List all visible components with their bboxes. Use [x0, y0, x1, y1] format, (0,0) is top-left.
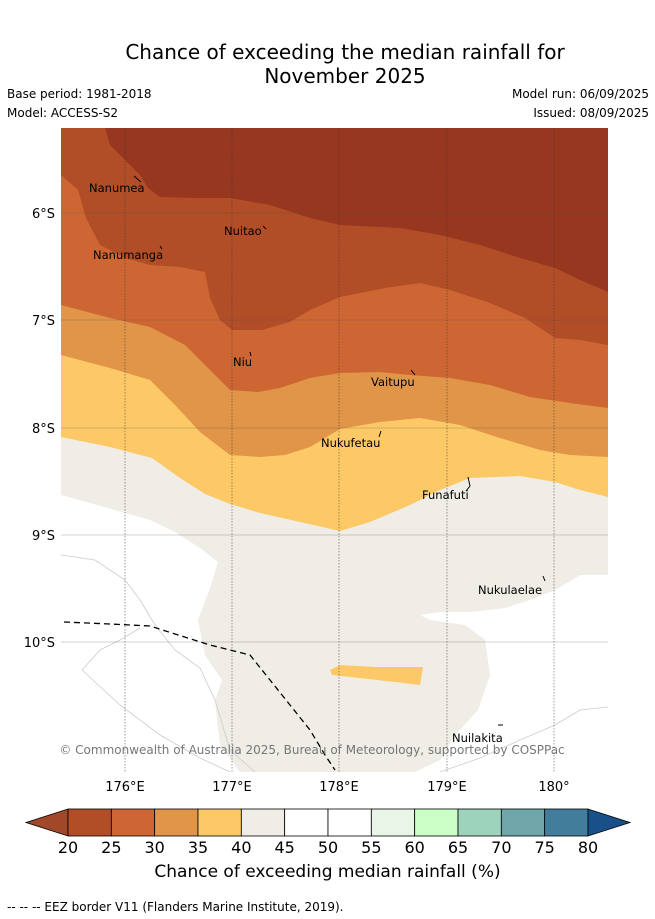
- place-label-funafuti: Funafuti: [422, 488, 469, 502]
- colorbar-tick-label: 45: [274, 838, 294, 857]
- colorbar-segment: [500, 808, 546, 837]
- outline-features: [61, 554, 608, 772]
- place-label-nuilakita: Nuilakita: [452, 731, 503, 745]
- map-title: Chance of exceeding the median rainfall …: [0, 40, 655, 88]
- lon-label: 176°E: [105, 780, 145, 795]
- colorbar-segment: [370, 808, 416, 837]
- island-niu: [249, 351, 252, 357]
- lon-label: 179°E: [427, 780, 467, 795]
- colorbar-segment: [67, 808, 112, 837]
- lon-label: 180°: [538, 780, 569, 795]
- island-nanumanga: [159, 245, 163, 250]
- place-label-nanumea: Nanumea: [89, 181, 145, 195]
- colorbar: [24, 808, 632, 837]
- place-label-nanumanga: Nanumanga: [93, 248, 163, 262]
- place-label-niu: Niu: [233, 355, 252, 369]
- band-35-40-patch: [330, 665, 423, 685]
- colorbar-segment: [327, 808, 372, 837]
- lat-label: 10°S: [24, 636, 55, 651]
- gridlines: [61, 128, 608, 772]
- lat-label: 6°S: [32, 207, 55, 222]
- island-nukufetau: [378, 430, 382, 438]
- model-text: Model: ACCESS-S2: [7, 106, 119, 120]
- place-label-nukufetau: Nukufetau: [321, 436, 380, 450]
- colorbar-tick-label: 25: [101, 838, 121, 857]
- rainfall-probability-field: [61, 128, 608, 772]
- place-label-nukulaelae: Nukulaelae: [478, 583, 542, 597]
- place-label-vaitupu: Vaitupu: [371, 375, 415, 389]
- colorbar-segment: [284, 808, 329, 837]
- copyright-text: © Commonwealth of Australia 2025, Bureau…: [59, 743, 564, 757]
- colorbar-label: Chance of exceeding median rainfall (%): [154, 862, 501, 882]
- colorbar-segment: [544, 808, 589, 837]
- colorbar-tick-label: 65: [448, 838, 468, 857]
- colorbar-segment: [414, 808, 459, 837]
- lat-label: 9°S: [32, 529, 55, 544]
- eez-border-note: -- -- -- EEZ border V11 (Flanders Marine…: [7, 900, 344, 914]
- colorbar-under-arrow: [24, 808, 69, 837]
- colorbar-tick-label: 75: [534, 838, 554, 857]
- colorbar-segment: [457, 808, 502, 837]
- island-nanumea: [133, 175, 142, 183]
- band-below-20: [105, 128, 608, 292]
- colorbar-tick-label: 70: [491, 838, 511, 857]
- latitude-labels: 6°S 7°S 8°S 9°S 10°S: [24, 207, 55, 651]
- place-labels: Nanumea Nuitao Nanumanga Niu Vaitupu Nuk…: [89, 181, 542, 745]
- colorbar-segment: [154, 808, 199, 837]
- island-funafuti: [465, 476, 471, 492]
- base-period-text: Base period: 1981-2018: [7, 87, 152, 101]
- colorbar-tick-label: 55: [361, 838, 381, 857]
- rainfall-map: Nanumea Nuitao Nanumanga Niu Vaitupu Nuk…: [24, 128, 632, 857]
- colorbar-over-arrow: [587, 808, 632, 837]
- island-nukulaelae: [542, 575, 546, 582]
- colorbar-tick-label: 35: [188, 838, 208, 857]
- lon-label: 177°E: [212, 780, 252, 795]
- issued-date-text: Issued: 08/09/2025: [533, 106, 649, 120]
- island-vaitupu: [410, 369, 416, 376]
- model-run-text: Model run: 06/09/2025: [511, 87, 649, 101]
- colorbar-tick-labels: 20 25 30 35 40 45 50 55 60 65 70 75 80: [58, 838, 598, 857]
- colorbar-tick-label: 50: [318, 838, 338, 857]
- lat-label: 7°S: [32, 314, 55, 329]
- eez-border: [63, 621, 336, 771]
- longitude-labels: 176°E 177°E 178°E 179°E 180°: [105, 780, 569, 795]
- colorbar-segment: [110, 808, 156, 837]
- title-line-2: November 2025: [264, 64, 426, 88]
- island-nuitao: [262, 225, 267, 230]
- colorbar-tick-label: 20: [58, 838, 78, 857]
- place-label-nuitao: Nuitao: [224, 224, 262, 238]
- lon-label: 178°E: [319, 780, 359, 795]
- colorbar-segment: [197, 808, 242, 837]
- colorbar-tick-label: 60: [404, 838, 424, 857]
- colorbar-segment: [240, 808, 286, 837]
- colorbar-tick-label: 40: [231, 838, 251, 857]
- title-line-1: Chance of exceeding the median rainfall …: [125, 40, 565, 64]
- colorbar-tick-label: 30: [144, 838, 164, 857]
- lat-label: 8°S: [32, 422, 55, 437]
- island-outlines: [133, 175, 546, 726]
- colorbar-tick-label: 80: [578, 838, 598, 857]
